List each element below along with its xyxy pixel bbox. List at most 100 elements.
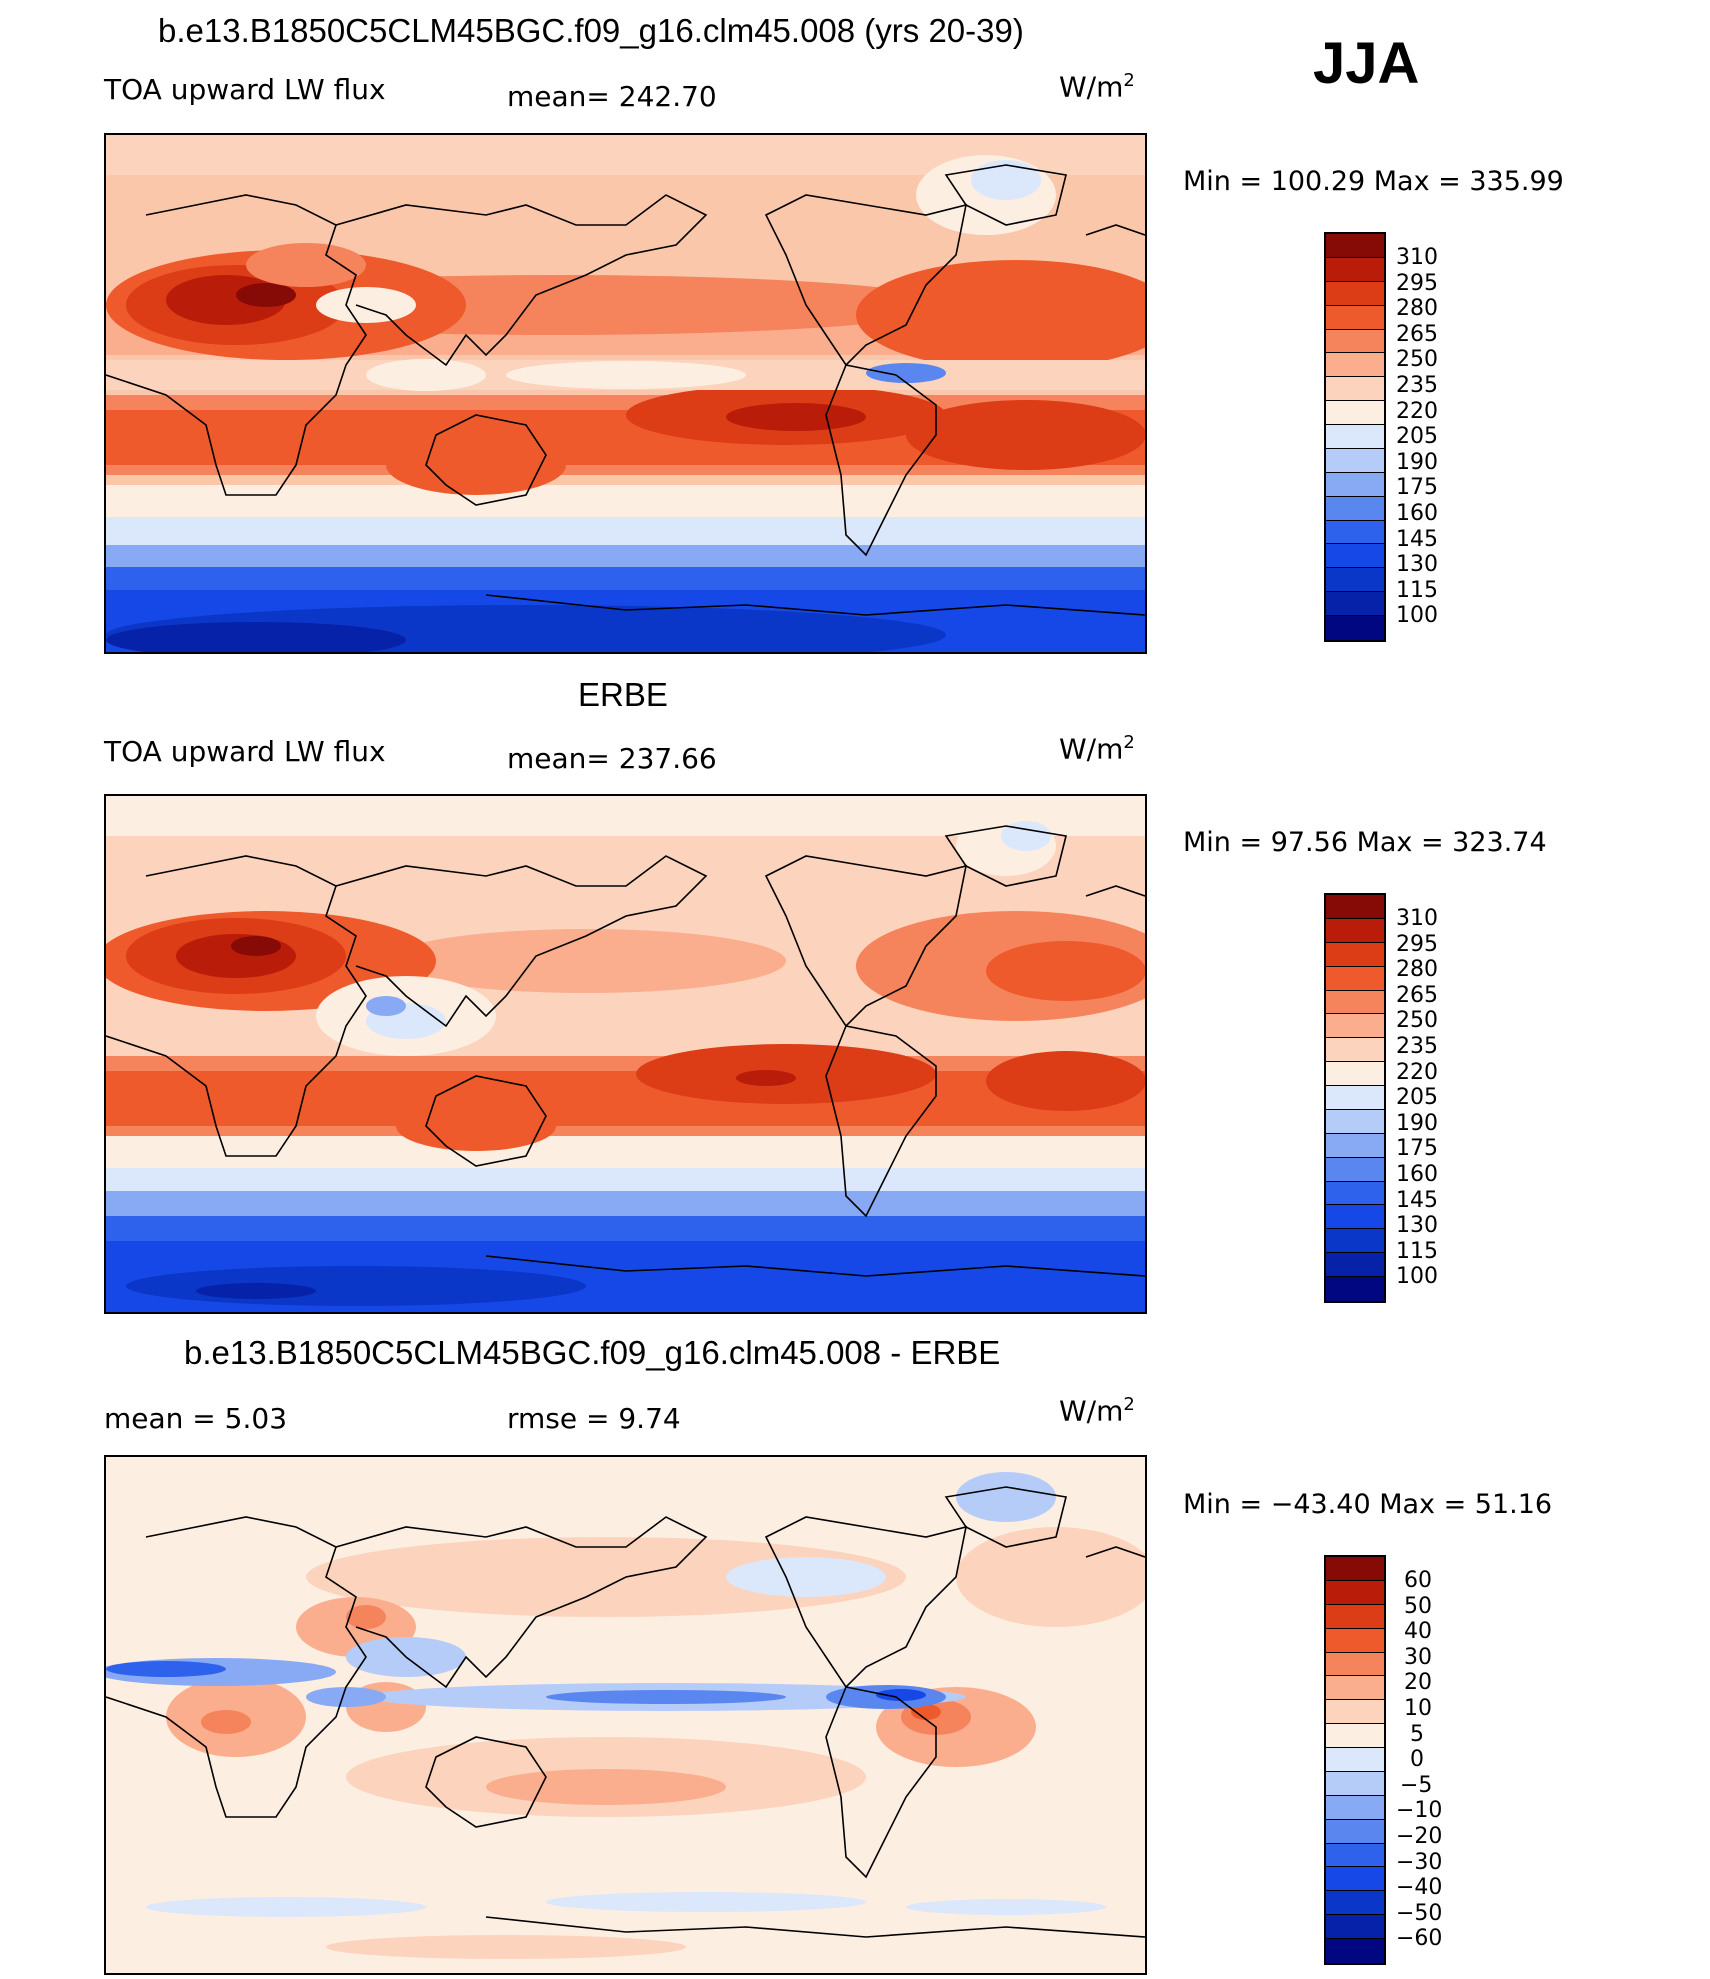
colorbar-tick: 100 [1396, 603, 1438, 629]
panel-2-variable-label: TOA upward LW flux [104, 735, 386, 768]
colorbar-swatch [1326, 1939, 1384, 1963]
colorbar-tick: 100 [1396, 1264, 1438, 1290]
colorbar-tick: 130 [1396, 552, 1438, 578]
colorbar-swatch [1326, 1676, 1384, 1701]
colorbar-swatch [1326, 1229, 1384, 1254]
colorbar-tick: 250 [1396, 1008, 1438, 1034]
colorbar-tick: −60 [1396, 1926, 1443, 1952]
colorbar-swatch [1326, 1628, 1384, 1653]
colorbar-tick: 5 [1410, 1721, 1424, 1747]
colorbar-swatch [1326, 1181, 1384, 1206]
panel-1-map [104, 133, 1147, 654]
colorbar-swatch [1326, 1014, 1384, 1039]
colorbar-swatch [1326, 1086, 1384, 1110]
colorbar-swatch [1326, 1700, 1384, 1725]
colorbar-tick: 60 [1404, 1568, 1432, 1593]
colorbar-swatch [1326, 895, 1384, 919]
colorbar-tick: 205 [1396, 424, 1438, 450]
colorbar-tick: 145 [1396, 526, 1438, 552]
colorbar-swatch [1326, 1843, 1384, 1868]
colorbar-swatch [1326, 472, 1384, 497]
colorbar-tick: −40 [1396, 1875, 1443, 1901]
colorbar-tick: 175 [1396, 1136, 1438, 1162]
colorbar-swatch [1326, 448, 1384, 473]
colorbar-tick: −50 [1396, 1900, 1443, 1926]
panel-2-mean-label: mean= 237.66 [507, 742, 717, 775]
colorbar-tick: 220 [1396, 1059, 1438, 1085]
colorbar-tick: 295 [1396, 270, 1438, 296]
colorbar-tick: 310 [1396, 906, 1438, 931]
colorbar-swatch [1326, 281, 1384, 306]
panel-1-colorbar [1324, 232, 1386, 642]
colorbar-tick: 160 [1396, 501, 1438, 526]
panel-1-mean-label: mean= 242.70 [507, 80, 717, 113]
colorbar-tick: 235 [1396, 373, 1438, 398]
colorbar-tick: 235 [1396, 1034, 1438, 1059]
colorbar-tick: 220 [1396, 398, 1438, 424]
colorbar-swatch [1326, 1277, 1384, 1301]
colorbar-swatch [1326, 1819, 1384, 1844]
colorbar-tick: −20 [1396, 1824, 1443, 1849]
colorbar-tick: 205 [1396, 1085, 1438, 1111]
colorbar-swatch [1326, 377, 1384, 402]
colorbar-swatch [1326, 1253, 1384, 1277]
colorbar-swatch [1326, 305, 1384, 330]
colorbar-swatch [1326, 1604, 1384, 1629]
colorbar-tick: 40 [1404, 1619, 1432, 1645]
season-label: JJA [1313, 31, 1420, 96]
colorbar-swatch [1326, 496, 1384, 521]
colorbar-swatch [1326, 1109, 1384, 1134]
panel-3-mean-label: mean = 5.03 [104, 1402, 288, 1435]
panel-2-min-max: Min = 97.56 Max = 323.74 [1183, 827, 1547, 858]
colorbar-swatch [1326, 329, 1384, 354]
panel-2-map-svg [106, 796, 1145, 1312]
colorbar-swatch [1326, 592, 1384, 616]
colorbar-swatch [1326, 401, 1384, 425]
panel-3-title: b.e13.B1850C5CLM45BGC.f09_g16.clm45.008 … [184, 1334, 1001, 1371]
colorbar-swatch [1326, 1891, 1384, 1916]
colorbar-tick: 20 [1404, 1670, 1432, 1696]
colorbar-tick: 265 [1396, 982, 1438, 1008]
colorbar-tick: 295 [1396, 931, 1438, 957]
colorbar-swatch [1326, 1724, 1384, 1748]
panel-1-variable-label: TOA upward LW flux [104, 73, 386, 106]
colorbar-swatch [1326, 1062, 1384, 1086]
colorbar-swatch [1326, 942, 1384, 967]
panel-3-unit-label: W/m2 [1059, 1394, 1135, 1428]
colorbar-tick: −5 [1400, 1772, 1433, 1798]
colorbar-swatch [1326, 1038, 1384, 1063]
colorbar-swatch [1326, 918, 1384, 943]
colorbar-tick: 250 [1396, 347, 1438, 373]
panel-1-map-svg [106, 135, 1145, 652]
colorbar-tick: 115 [1396, 1238, 1438, 1264]
colorbar-swatch [1326, 425, 1384, 449]
colorbar-tick: 265 [1396, 321, 1438, 347]
colorbar-swatch [1326, 520, 1384, 545]
panel-3-colorbar [1324, 1555, 1386, 1965]
colorbar-swatch [1326, 257, 1384, 282]
colorbar-swatch [1326, 1748, 1384, 1772]
panel-2-title: ERBE [578, 676, 668, 713]
colorbar-swatch [1326, 1157, 1384, 1182]
colorbar-tick: 145 [1396, 1187, 1438, 1213]
colorbar-tick: −10 [1396, 1798, 1443, 1824]
panel-2-unit-label: W/m2 [1059, 732, 1135, 766]
panel-2-colorbar [1324, 893, 1386, 1303]
colorbar-swatch [1326, 1580, 1384, 1605]
colorbar-tick: 50 [1404, 1593, 1432, 1619]
panel-3-map [104, 1455, 1147, 1975]
panel-3-min-max: Min = −43.40 Max = 51.16 [1183, 1489, 1553, 1520]
colorbar-swatch [1326, 234, 1384, 258]
colorbar-tick: 0 [1410, 1747, 1424, 1773]
colorbar-swatch [1326, 616, 1384, 640]
colorbar-tick: 310 [1396, 245, 1438, 270]
panel-3-map-svg [106, 1457, 1145, 1973]
colorbar-swatch [1326, 1652, 1384, 1677]
panel-1-title: b.e13.B1850C5CLM45BGC.f09_g16.clm45.008 … [158, 12, 1024, 49]
colorbar-swatch [1326, 1205, 1384, 1230]
colorbar-swatch [1326, 1915, 1384, 1939]
colorbar-tick: 175 [1396, 475, 1438, 501]
colorbar-tick: −30 [1396, 1849, 1443, 1875]
colorbar-tick: 160 [1396, 1162, 1438, 1187]
colorbar-tick: 10 [1404, 1696, 1432, 1721]
